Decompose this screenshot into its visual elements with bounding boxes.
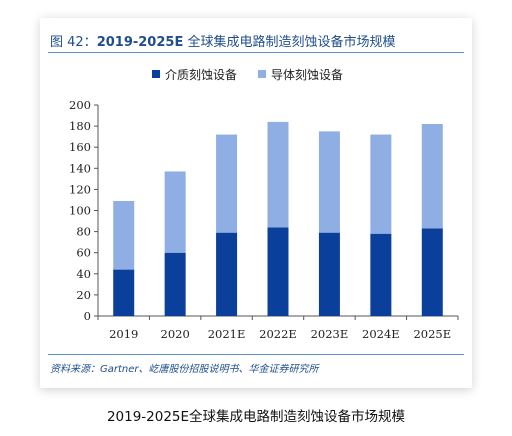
y-tick-label: 0 (84, 309, 91, 323)
bar-dielectric-2020 (164, 252, 186, 316)
legend-label-2: 导体刻蚀设备 (271, 68, 343, 82)
x-axis: 2019 2020 2021E 2022E 2023E 2024E 2025E (97, 315, 459, 341)
x-tick-label: 2022E (259, 327, 297, 341)
y-axis: 0 20 40 60 80 100 120 140 160 180 200 (69, 98, 99, 323)
y-tick-label: 80 (76, 225, 91, 239)
y-tick-label: 160 (69, 140, 91, 154)
bar-dielectric-2022E (267, 227, 289, 316)
y-tick-label: 100 (69, 204, 91, 218)
legend-label-1: 介质刻蚀设备 (165, 68, 237, 82)
bar-conductor-2022E (267, 121, 289, 228)
y-tick-label: 40 (76, 267, 91, 281)
bar-dielectric-2023E (318, 232, 340, 316)
bar-conductor-2019 (113, 201, 135, 270)
y-tick-label: 20 (76, 288, 91, 302)
figure-year-range: 2019-2025E (96, 35, 184, 50)
x-tick-label: 2021E (208, 327, 246, 341)
bar-conductor-2024E (370, 134, 392, 234)
stacked-bar-chart: 介质刻蚀设备 导体刻蚀设备 0 20 40 60 80 100 120 140 160 180 200… (69, 68, 459, 341)
y-tick-label: 60 (76, 246, 91, 260)
x-tick-label: 2020 (161, 327, 190, 341)
figure-card: 图 42：2019-2025E 全球集成电路制造刻蚀设备市场规模 介质刻蚀设备 导… (40, 18, 472, 388)
y-tick-label: 200 (69, 98, 91, 112)
source-note: 资料来源：Gartner、屹唐股份招股说明书、华金证券研究所 (50, 364, 319, 375)
bar-conductor-2023E (318, 131, 340, 233)
bar-dielectric-2021E (216, 232, 238, 316)
x-tick-label: 2019 (109, 327, 138, 341)
figure-title-text: 全球集成电路制造刻蚀设备市场规模 (183, 35, 396, 50)
figure-caption: 2019-2025E全球集成电路制造刻蚀设备市场规模 (106, 409, 406, 425)
legend-swatch-1 (152, 70, 160, 78)
y-tick-label: 140 (69, 161, 91, 175)
bars (113, 121, 443, 316)
figure-title: 图 42：2019-2025E 全球集成电路制造刻蚀设备市场规模 (50, 31, 395, 50)
figure-label: 图 42： (50, 35, 97, 50)
bar-conductor-2021E (216, 134, 238, 233)
bar-dielectric-2024E (370, 233, 392, 316)
y-tick-label: 180 (69, 119, 91, 133)
bar-conductor-2020 (164, 171, 186, 253)
bar-conductor-2025E (421, 123, 443, 229)
x-tick-label: 2023E (311, 327, 349, 341)
legend: 介质刻蚀设备 导体刻蚀设备 (152, 68, 343, 82)
bar-dielectric-2019 (113, 269, 135, 316)
bar-dielectric-2025E (421, 228, 443, 316)
x-tick-label: 2025E (413, 327, 451, 341)
y-tick-label: 120 (69, 182, 91, 196)
x-tick-label: 2024E (362, 327, 400, 341)
title-rule (48, 52, 464, 53)
source-rule (48, 354, 464, 355)
legend-swatch-2 (258, 70, 266, 78)
